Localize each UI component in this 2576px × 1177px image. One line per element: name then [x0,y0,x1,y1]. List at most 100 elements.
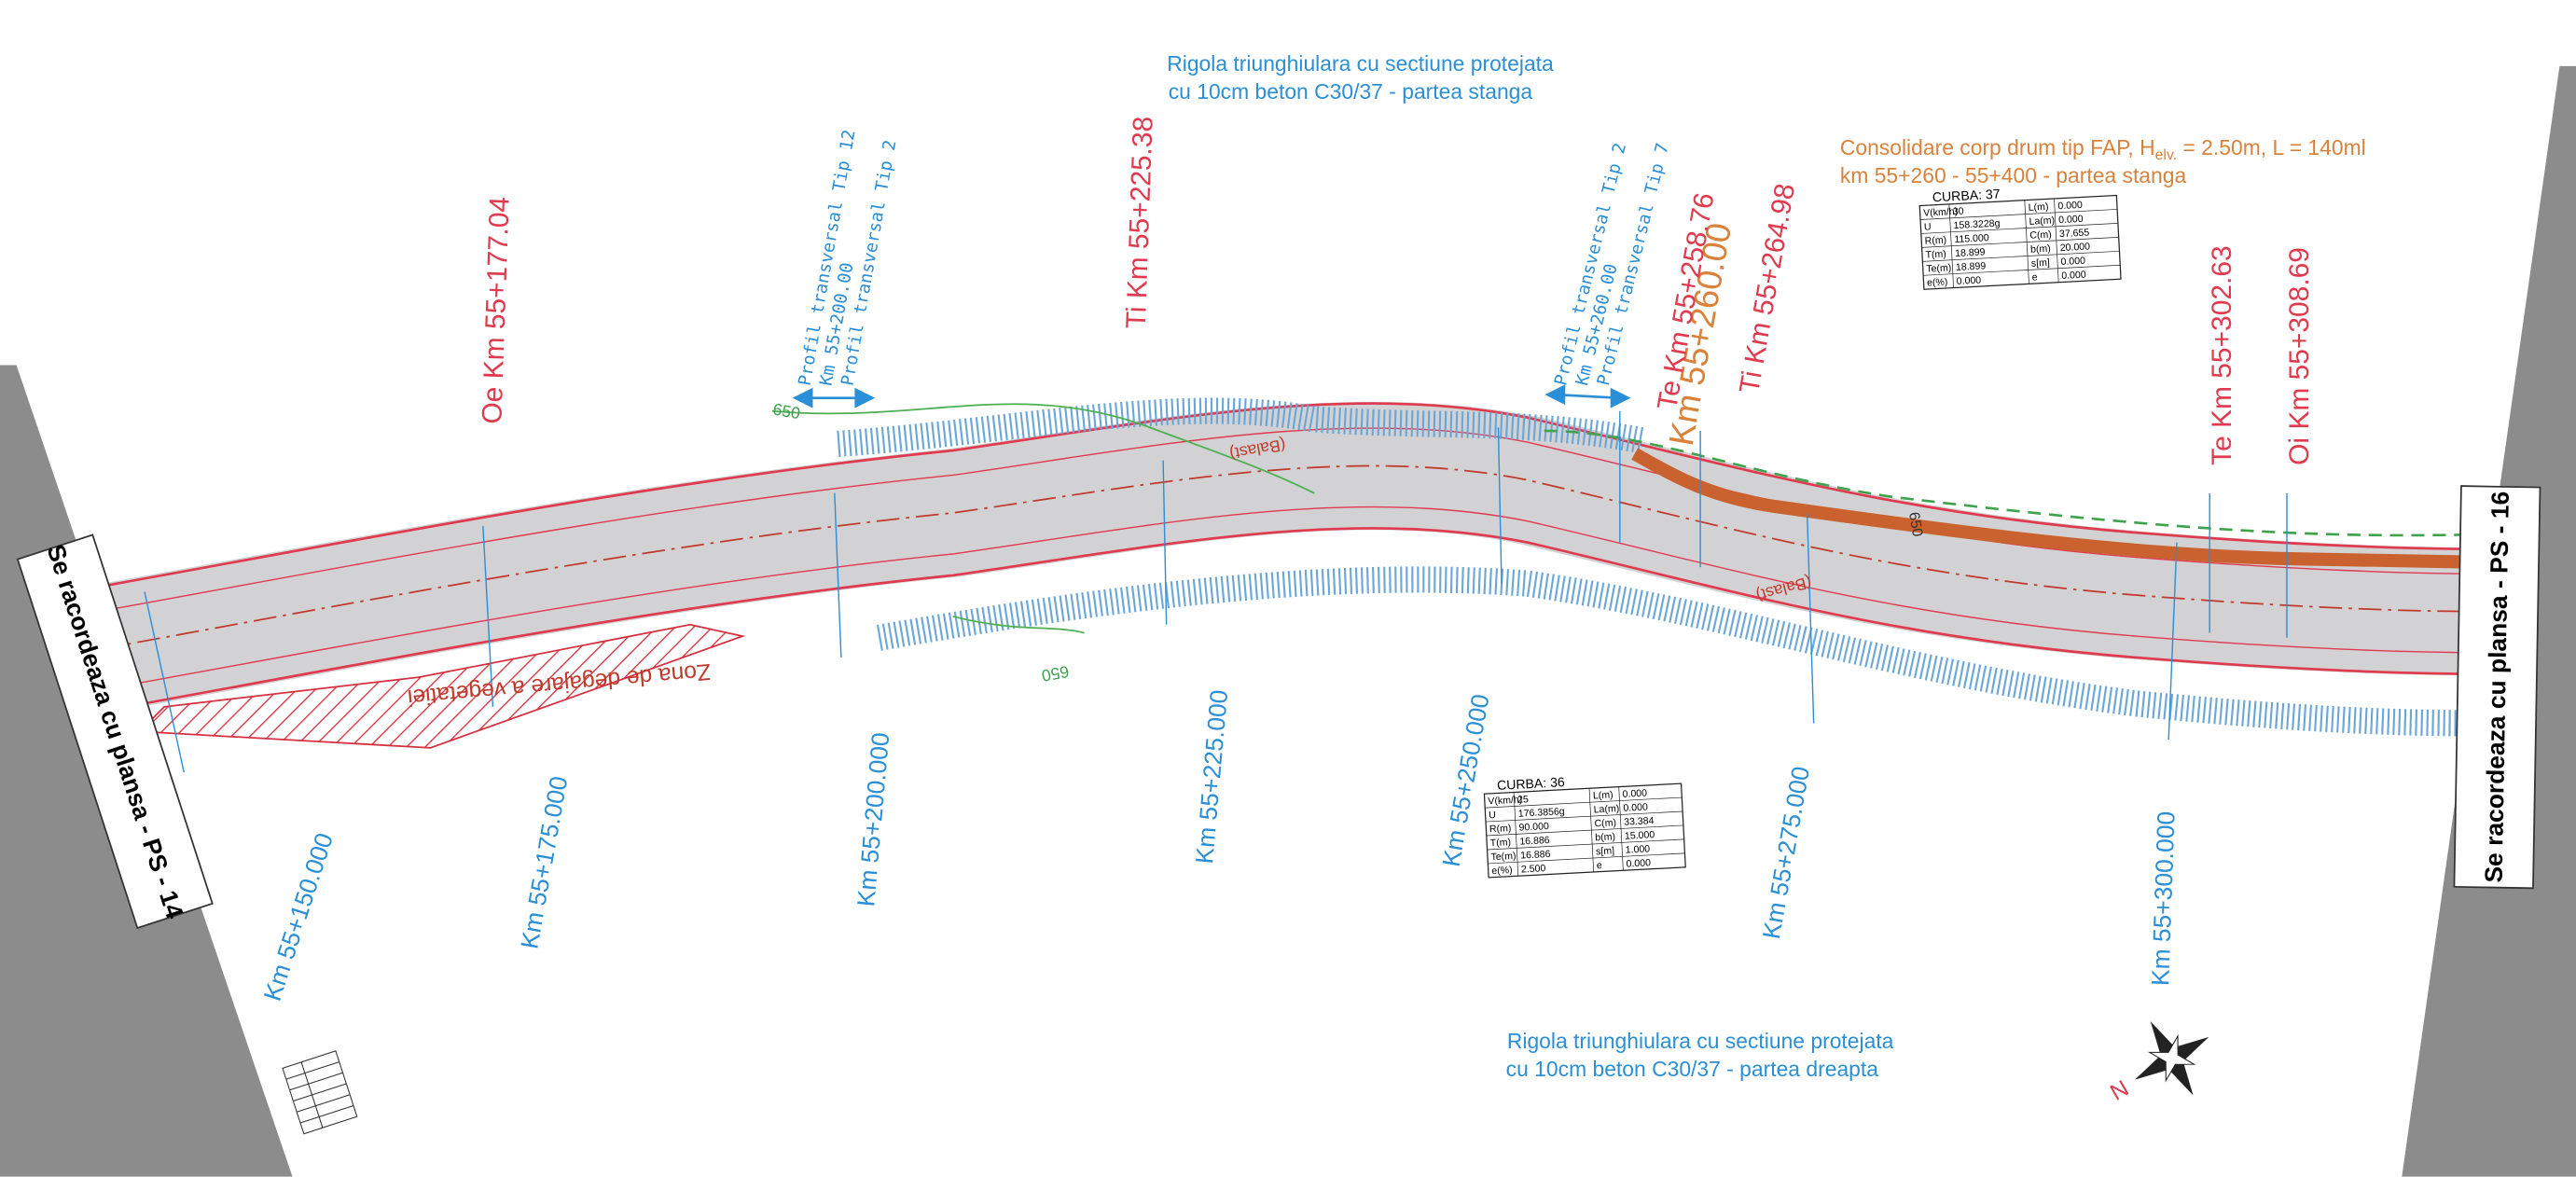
table-cell: 20.000 [2059,241,2090,254]
table-cell: b(m) [2030,243,2051,256]
table-rule [1921,236,2119,248]
table-cell: 0.000 [1622,787,1647,799]
table-rule [2054,198,2059,283]
legend-grid [282,1050,358,1135]
sheet-link: Se racordeaza cu plansa - PS - 16 [2480,492,2514,883]
table-cell: 0.000 [2058,214,2084,226]
table-cell: e [1597,860,1603,871]
table-cell: 18.899 [1956,260,1987,273]
table-cell: 25 [1517,794,1529,806]
table-cell: b(m) [1595,831,1615,843]
table-cell: U [1924,221,1932,232]
lane-line [98,427,2481,613]
table-cell: e [2031,271,2038,283]
table-rule [1922,250,2120,262]
table-cell: L(m) [2028,201,2048,214]
table-cell: 37.655 [2059,227,2090,240]
table-cell: 30 [1953,206,1964,218]
note-part: Consolidare corp drum tip FAP, H [1840,135,2155,159]
table-rule [1948,203,1954,288]
table-cell: 0.000 [2060,256,2085,268]
table-cell: L(m) [1593,789,1613,801]
table-cell: V(km/h) [1923,206,1958,219]
table-rule [1485,796,1683,809]
table-cell: 16.886 [1519,835,1550,848]
table-cell: U [1489,810,1496,821]
vegetation-zone [137,623,746,749]
table-rule [1588,788,1595,872]
station-label: Km 55+300.000 [2146,810,2181,986]
curve-table: CURBA: 37 V(km/h)30 U 158.3228g R(m) 115.000 T… [1918,186,2122,290]
station-ticks [144,410,2288,773]
curve-title: CURBA: 36 [1497,774,1566,793]
limit-line [1544,429,2481,537]
table-cell: 0.000 [2061,270,2086,282]
table-rule [1920,209,2118,220]
table-rule [2024,200,2029,284]
consolidation-line [1631,448,2481,569]
profile-arrows [792,384,1631,408]
contour [771,403,1315,494]
table-cell: 2.500 [1521,863,1546,875]
table-cell: 176.3856g [1518,806,1566,820]
curve-point-label: Oi Km 55+308.69 [2284,247,2315,465]
contour-label: 650 [1905,511,1925,538]
lane-line [98,505,2481,691]
table-cell: R(m) [1489,823,1512,835]
table-cell: V(km/h) [1488,794,1522,807]
table-cell: 16.886 [1520,849,1551,862]
table-cell: 115.000 [1954,232,1989,245]
link-box: Se racordeaza cu plansa - PS - 16 [2453,485,2541,890]
table-cell: e(%) [1491,865,1513,877]
note: cu 10cm beton C30/37 - partea dreapta [1506,1057,1879,1081]
edge-line [98,402,2481,588]
table-rule [1513,792,1519,877]
curve-point-label: Te Km 55+302.63 [2207,245,2237,465]
curve-table: CURBA: 36V(km/h)25 U 176.3856g R(m) 90.000 T(… [1483,774,1686,879]
table-cell: 0.000 [2057,200,2083,212]
table-cell: e(%) [1927,276,1948,288]
table-cell: 1.000 [1625,843,1650,855]
contour [952,616,1085,634]
table-cell: T(m) [1489,837,1511,849]
curve-point-label: Ti Km 55+225.38 [1121,116,1159,329]
table-cell: 0.000 [1623,801,1648,813]
note: km 55+260 - 55+400 - partea stanga [1840,163,2187,187]
table-rule [1920,223,2118,234]
contour-label: 650 [1040,662,1071,685]
table-rule [1487,838,1684,851]
note: cu 10cm beton C30/37 - partea stanga [1169,79,1533,104]
contour-label: 650 [771,400,802,423]
table-cell: C(m) [1594,817,1616,829]
table-rule [1485,810,1683,823]
table-cell: 15.000 [1625,829,1655,842]
axis-line [98,464,2481,651]
note-part: = 2.50m, L = 140ml [2177,135,2366,159]
table-cell: C(m) [2029,229,2052,242]
ditch-right [876,566,2481,737]
table-cell: s[m] [1596,845,1615,857]
table-cell: La(m) [2029,215,2055,227]
table-rule [1618,786,1624,871]
table-cell: 158.3228g [1953,217,2001,231]
note: Rigola triunghiulara cu sectiune proteja… [1507,1029,1894,1053]
note: Rigola triunghiulara cu sectiune proteja… [1167,51,1554,76]
table-cell: 0.000 [1956,275,1981,287]
table-rule [1486,824,1683,837]
table-rule [1923,264,2121,276]
table-cell: Te(m) [1490,851,1517,863]
note-part: elv. [2155,147,2177,163]
north-arrow [2135,1021,2209,1096]
table-cell: s[m] [2031,257,2051,270]
table-cell: T(m) [1925,249,1946,261]
table-cell: 90.000 [1518,821,1549,834]
table-cell: Te(m) [1926,262,1952,274]
table-cell: La(m) [1593,803,1619,815]
table-rule [1488,852,1685,865]
edge-line [98,527,2481,713]
table-cell: 0.000 [1626,857,1651,869]
table-cell: R(m) [1924,234,1946,246]
table-cell: 18.899 [1955,246,1986,259]
table-cell: 33.384 [1624,815,1655,828]
